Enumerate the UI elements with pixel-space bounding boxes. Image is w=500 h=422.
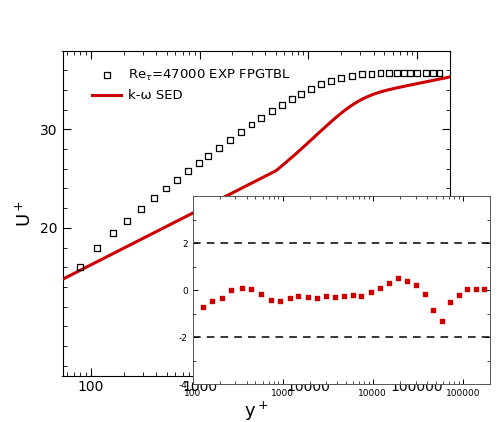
X-axis label: y$^+$: y$^+$ [244,400,268,422]
Point [421,290,429,297]
Re$_{\tau}$=47000 EXP FPGTBL [173,176,181,183]
Point [384,280,392,287]
Re$_{\tau}$=47000 EXP FPGTBL [278,101,286,108]
Re$_{\tau}$=47000 EXP FPGTBL [184,168,192,174]
Re$_{\tau}$=47000 EXP FPGTBL [413,70,421,77]
Point [394,275,402,282]
Re$_{\tau}$=47000 EXP FPGTBL [368,70,376,77]
Point [446,298,454,305]
Re$_{\tau}$=47000 EXP FPGTBL [288,95,296,102]
Re$_{\tau}$=47000 EXP FPGTBL [317,81,325,87]
Re$_{\tau}$=47000 EXP FPGTBL [123,218,131,225]
Point [238,284,246,291]
Re$_{\tau}$=47000 EXP FPGTBL [94,244,102,251]
Re$_{\tau}$=47000 EXP FPGTBL [393,70,401,77]
Point [218,295,226,302]
Re$_{\tau}$=47000 EXP FPGTBL [150,195,158,202]
k-ω SED [447,74,453,79]
Re$_{\tau}$=47000 EXP FPGTBL [258,114,266,121]
Re$_{\tau}$=47000 EXP FPGTBL [358,71,366,78]
Re$_{\tau}$=47000 EXP FPGTBL [194,160,202,166]
Point [258,290,266,297]
Re$_{\tau}$=47000 EXP FPGTBL [400,70,407,77]
Point [412,282,420,289]
Point [438,317,446,324]
Re$_{\tau}$=47000 EXP FPGTBL [214,145,222,151]
k-ω SED [250,180,256,185]
Point [472,286,480,292]
Point [358,292,366,299]
Re$_{\tau}$=47000 EXP FPGTBL [406,70,413,77]
Re$_{\tau}$=47000 EXP FPGTBL [306,86,314,92]
Point [248,286,256,292]
Point [376,284,384,291]
Point [454,292,462,298]
Y-axis label: U$^+$: U$^+$ [16,200,34,227]
Point [208,298,216,304]
k-ω SED [8,303,14,308]
Legend: Re$_{\tau}$=47000 EXP FPGTBL, k-ω SED: Re$_{\tau}$=47000 EXP FPGTBL, k-ω SED [88,64,295,106]
Re$_{\tau}$=47000 EXP FPGTBL [237,129,245,136]
Re$_{\tau}$=47000 EXP FPGTBL [162,185,170,192]
Point [430,307,438,314]
Re$_{\tau}$=47000 EXP FPGTBL [109,230,117,236]
Re$_{\tau}$=47000 EXP FPGTBL [326,78,334,84]
Re$_{\tau}$=47000 EXP FPGTBL [429,70,437,77]
Point [403,277,411,284]
Point [228,287,235,294]
Point [286,295,294,302]
Line: k-ω SED: k-ω SED [0,77,450,326]
Re$_{\tau}$=47000 EXP FPGTBL [298,91,306,97]
Point [462,286,470,292]
Re$_{\tau}$=47000 EXP FPGTBL [337,75,345,81]
Re$_{\tau}$=47000 EXP FPGTBL [348,73,356,80]
Re$_{\tau}$=47000 EXP FPGTBL [385,70,393,77]
Point [340,292,348,299]
Re$_{\tau}$=47000 EXP FPGTBL [204,153,212,160]
Point [276,298,284,304]
Point [313,295,321,302]
Point [349,292,357,298]
Point [480,286,488,292]
Re$_{\tau}$=47000 EXP FPGTBL [422,70,430,77]
Point [331,294,339,300]
Re$_{\tau}$=47000 EXP FPGTBL [226,137,234,143]
Point [267,296,275,303]
Point [294,292,302,299]
k-ω SED [382,88,388,93]
Re$_{\tau}$=47000 EXP FPGTBL [436,70,444,77]
Re$_{\tau}$=47000 EXP FPGTBL [376,70,384,77]
Point [199,303,207,310]
Re$_{\tau}$=47000 EXP FPGTBL [76,264,84,271]
Re$_{\tau}$=47000 EXP FPGTBL [248,121,256,128]
k-ω SED [277,165,283,170]
Point [366,289,374,296]
k-ω SED [263,173,269,179]
Point [322,292,330,299]
Point [304,294,312,300]
Re$_{\tau}$=47000 EXP FPGTBL [137,206,145,213]
Re$_{\tau}$=47000 EXP FPGTBL [268,107,276,114]
k-ω SED [334,114,340,119]
